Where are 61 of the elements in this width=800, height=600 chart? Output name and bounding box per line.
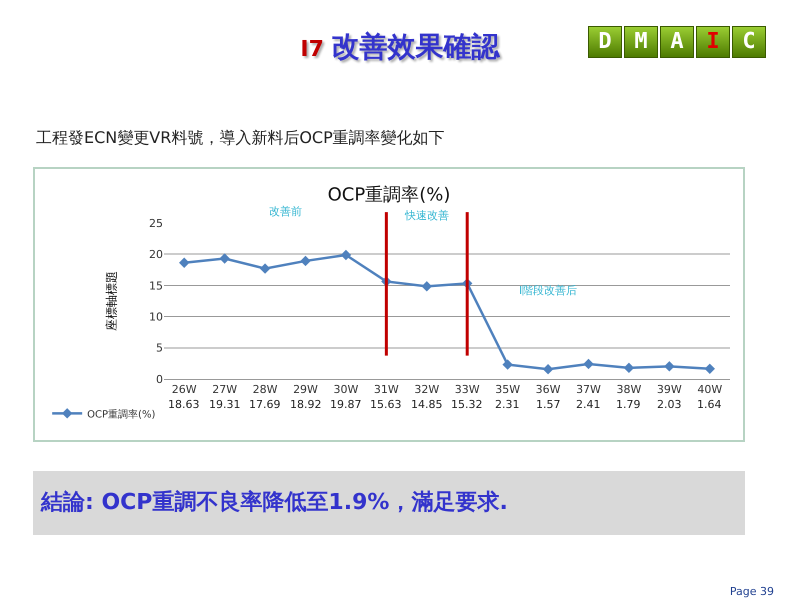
data-label: 17.69 [249, 398, 280, 411]
x-tick-label: 30W [333, 383, 358, 396]
chart-title: OCP重調率(%) [328, 184, 450, 206]
annotation: I階段改善后 [519, 284, 578, 297]
point [219, 253, 230, 264]
x-tick-label: 38W [616, 383, 642, 396]
x-tick-label: 39W [656, 383, 682, 396]
data-label: 15.63 [370, 398, 402, 411]
point [542, 364, 554, 374]
data-label: 2.03 [657, 398, 682, 411]
point [624, 362, 634, 374]
data-label: 1.57 [536, 398, 560, 411]
data-label: 1.64 [697, 398, 722, 411]
y-tick-label: 20 [149, 248, 163, 262]
data-label: 15.32 [451, 398, 482, 411]
y-tick-label: 0 [156, 372, 163, 386]
data-label: 2.41 [576, 398, 600, 411]
chart-subtitle: 工程發ECN變更VR料號，導入新料后OCP重調率變化如下 [36, 128, 445, 149]
text: Page 39 [730, 585, 774, 598]
y-tick-label: 15 [149, 279, 163, 292]
point [583, 358, 594, 370]
x-tick-label: 33W [454, 383, 480, 396]
x-tick-label: 32W [414, 383, 440, 396]
x-tick-label: 40W [697, 383, 722, 396]
data-label: 2.31 [495, 398, 520, 411]
data-label: 18.63 [168, 398, 200, 411]
legend-label: OCP重調率(%) [87, 408, 156, 420]
y-tick-label: 25 [149, 216, 163, 230]
point [300, 256, 311, 266]
y-tick-label: 10 [149, 310, 163, 324]
x-tick-label: 27W [212, 383, 238, 396]
text: 改善前 [269, 205, 302, 218]
point [340, 250, 352, 260]
text: D [588, 26, 622, 58]
data-label: 1.79 [616, 398, 640, 411]
point [179, 258, 190, 268]
text: I [696, 26, 730, 58]
y-axis-title: 座標軸標題 [104, 271, 118, 331]
text: 結論: OCP重調不良率降低至1.9%，滿足要求. [33, 471, 745, 535]
x-tick-label: 37W [576, 383, 602, 396]
point [422, 281, 432, 292]
x-tick-label: 28W [252, 383, 278, 396]
x-tick-label: 35W [495, 383, 520, 396]
point [664, 361, 675, 372]
text: M [624, 26, 658, 58]
text: I7 改善效果確認 [300, 30, 500, 63]
data-label: 18.92 [290, 398, 322, 411]
x-tick-label: 36W [536, 383, 561, 396]
x-tick-label: 31W [374, 383, 399, 396]
data-label: 19.87 [330, 398, 362, 411]
point [502, 359, 513, 370]
point [704, 364, 715, 374]
point [260, 263, 270, 274]
x-tick-label: 29W [293, 383, 318, 396]
text: C [732, 26, 766, 58]
data-label: 14.85 [411, 398, 442, 411]
y-tick-label: 5 [156, 342, 163, 355]
x-tick-label: 26W [172, 383, 197, 396]
data-label: 19.31 [209, 398, 240, 411]
text: A [660, 26, 694, 58]
text: 快速改善 [404, 209, 449, 222]
